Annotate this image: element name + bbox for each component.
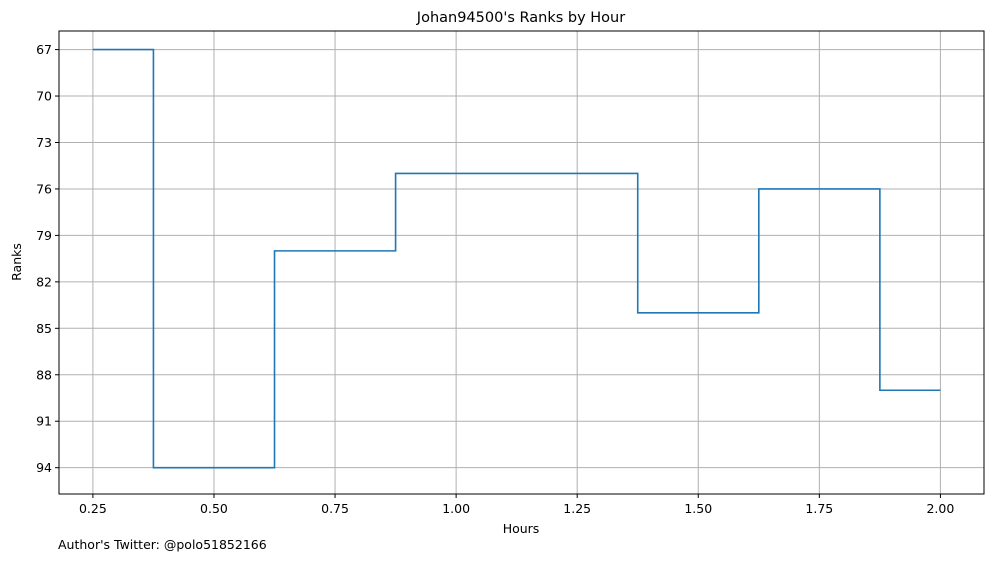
x-tick-label: 0.25 <box>79 501 107 516</box>
series-layer <box>92 48 941 469</box>
y-tick-label: 88 <box>36 367 52 382</box>
x-tick-label: 1.50 <box>684 501 712 516</box>
y-tick-label: 82 <box>36 274 52 289</box>
plot-frame <box>58 30 985 495</box>
x-tick-label: 0.50 <box>200 501 228 516</box>
y-tick-label: 76 <box>36 181 52 196</box>
x-tick-label: 1.75 <box>805 501 833 516</box>
y-tick-label: 70 <box>36 89 52 104</box>
y-axis-label: Ranks <box>9 243 24 281</box>
chart-title: Johan94500's Ranks by Hour <box>416 10 625 26</box>
y-tick-label: 79 <box>36 228 52 243</box>
y-tick-label: 85 <box>36 321 52 336</box>
y-tick-label: 91 <box>36 414 52 429</box>
y-tick-label: 67 <box>36 42 52 57</box>
x-tick-label: 2.00 <box>926 501 954 516</box>
author-credit: Author's Twitter: @polo51852166 <box>58 537 267 552</box>
x-axis-label: Hours <box>503 521 540 536</box>
x-tick-label: 1.25 <box>563 501 591 516</box>
x-axis: 0.25 0.50 0.75 1.00 1.25 1.50 1.75 2.00 <box>79 494 954 516</box>
x-tick-label: 0.75 <box>321 501 349 516</box>
x-tick-label: 1.00 <box>442 501 470 516</box>
series-line <box>92 48 941 469</box>
grid <box>59 31 984 494</box>
y-tick-label: 94 <box>36 460 52 475</box>
y-tick-label: 73 <box>36 135 52 150</box>
y-axis: 67 70 73 76 79 82 85 88 91 94 <box>36 42 59 475</box>
